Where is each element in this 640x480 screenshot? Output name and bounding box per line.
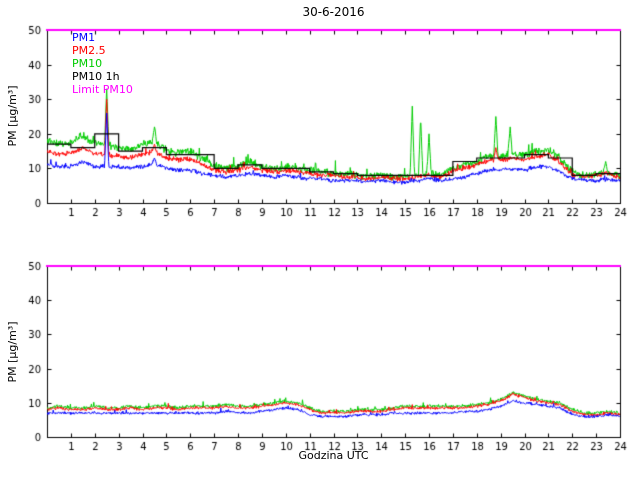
- legend-item-pm10-1h: PM10 1h: [72, 70, 120, 83]
- legend-item-pm1: PM1: [72, 31, 96, 44]
- y-axis-label-top: PM [µg/m³]: [6, 85, 19, 147]
- legend-item-limit-pm10: Limit PM10: [72, 83, 133, 96]
- chart-title: 30-6-2016: [302, 5, 365, 19]
- x-axis-label: Godzina UTC: [298, 449, 369, 462]
- legend: PM1 PM2.5 PM10 PM10 1h Limit PM10: [72, 31, 133, 96]
- y-axis-label-bottom: PM [µg/m³]: [6, 321, 19, 383]
- legend-item-pm10: PM10: [72, 57, 103, 70]
- legend-item-pm25: PM2.5: [72, 44, 106, 57]
